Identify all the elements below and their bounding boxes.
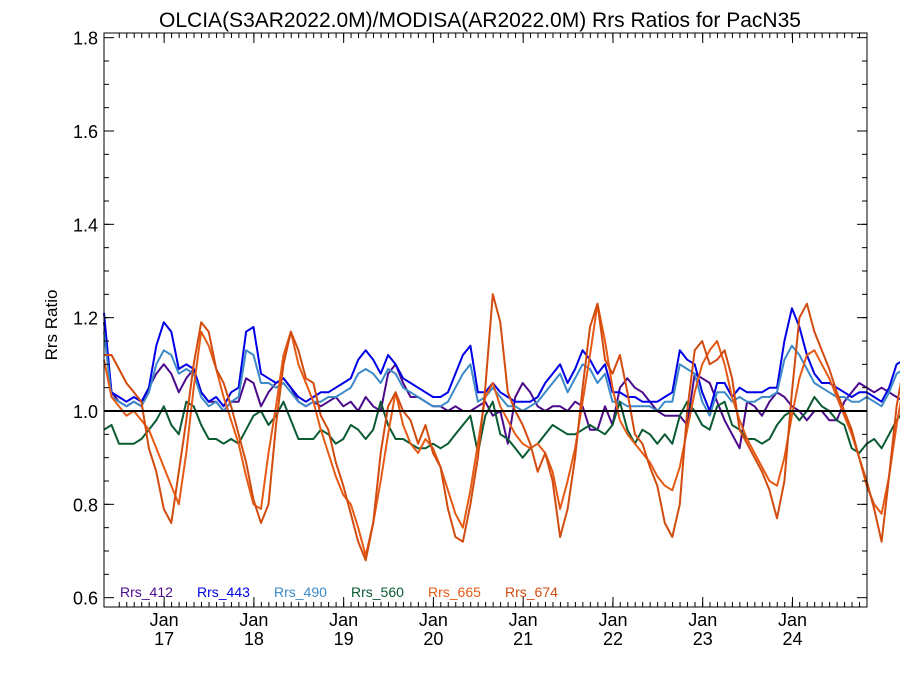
x-tick-label-month: Jan — [419, 610, 448, 630]
x-tick-label-month: Jan — [688, 610, 717, 630]
legend-entry-rrs-412: Rrs_412 — [120, 584, 173, 600]
legend: Rrs_412 Rrs_443 Rrs_490 Rrs_560 Rrs_665 Rrs_6… — [120, 584, 558, 600]
y-tick-label: 0.8 — [73, 495, 98, 515]
x-tick-label-month: Jan — [239, 610, 268, 630]
legend-entry-rrs-560: Rrs_560 — [351, 584, 404, 600]
x-tick-label-year: 24 — [782, 629, 802, 649]
series-line-rrs-665 — [103, 302, 900, 557]
y-tick-label: 1.6 — [73, 122, 98, 142]
legend-entry-rrs-674: Rrs_674 — [505, 584, 558, 600]
x-tick-label-year: 21 — [513, 629, 533, 649]
series-line-rrs-674 — [104, 293, 900, 562]
x-tick-label-year: 19 — [334, 629, 354, 649]
chart-title: OLCIA(S3AR2022.0M)/MODISA(AR2022.0M) Rrs… — [159, 9, 801, 32]
y-tick-label: 1.0 — [73, 402, 98, 422]
y-axis-label: Rrs Ratio — [42, 290, 61, 361]
y-tick-label: 1.2 — [73, 309, 98, 329]
x-tick-label-year: 22 — [603, 629, 623, 649]
x-tick-label-year: 17 — [154, 629, 174, 649]
series-line-rrs-560 — [103, 396, 900, 459]
y-tick-label: 0.6 — [73, 589, 98, 609]
plot-frame — [103, 32, 868, 608]
series-line-rrs-490 — [103, 331, 900, 417]
x-tick-label-month: Jan — [150, 610, 179, 630]
legend-entry-rrs-665: Rrs_665 — [428, 584, 481, 600]
x-tick-label-month: Jan — [778, 610, 807, 630]
x-tick-label-month: Jan — [598, 610, 627, 630]
legend-entry-rrs-490: Rrs_490 — [274, 584, 327, 600]
y-tick-label: 1.4 — [73, 215, 98, 235]
plot-series-group — [103, 293, 900, 562]
x-tick-label-year: 18 — [244, 629, 264, 649]
x-tick-label-year: 23 — [693, 629, 713, 649]
y-axis-ticks: 0.6 0.8 1.0 1.2 1.4 1.6 1.8 — [73, 29, 867, 609]
series-line-rrs-443 — [103, 307, 900, 412]
y-tick-label: 1.8 — [73, 29, 98, 49]
x-tick-label-month: Jan — [509, 610, 538, 630]
x-tick-label-year: 20 — [423, 629, 443, 649]
legend-entry-rrs-443: Rrs_443 — [197, 584, 250, 600]
x-tick-label-month: Jan — [329, 610, 358, 630]
